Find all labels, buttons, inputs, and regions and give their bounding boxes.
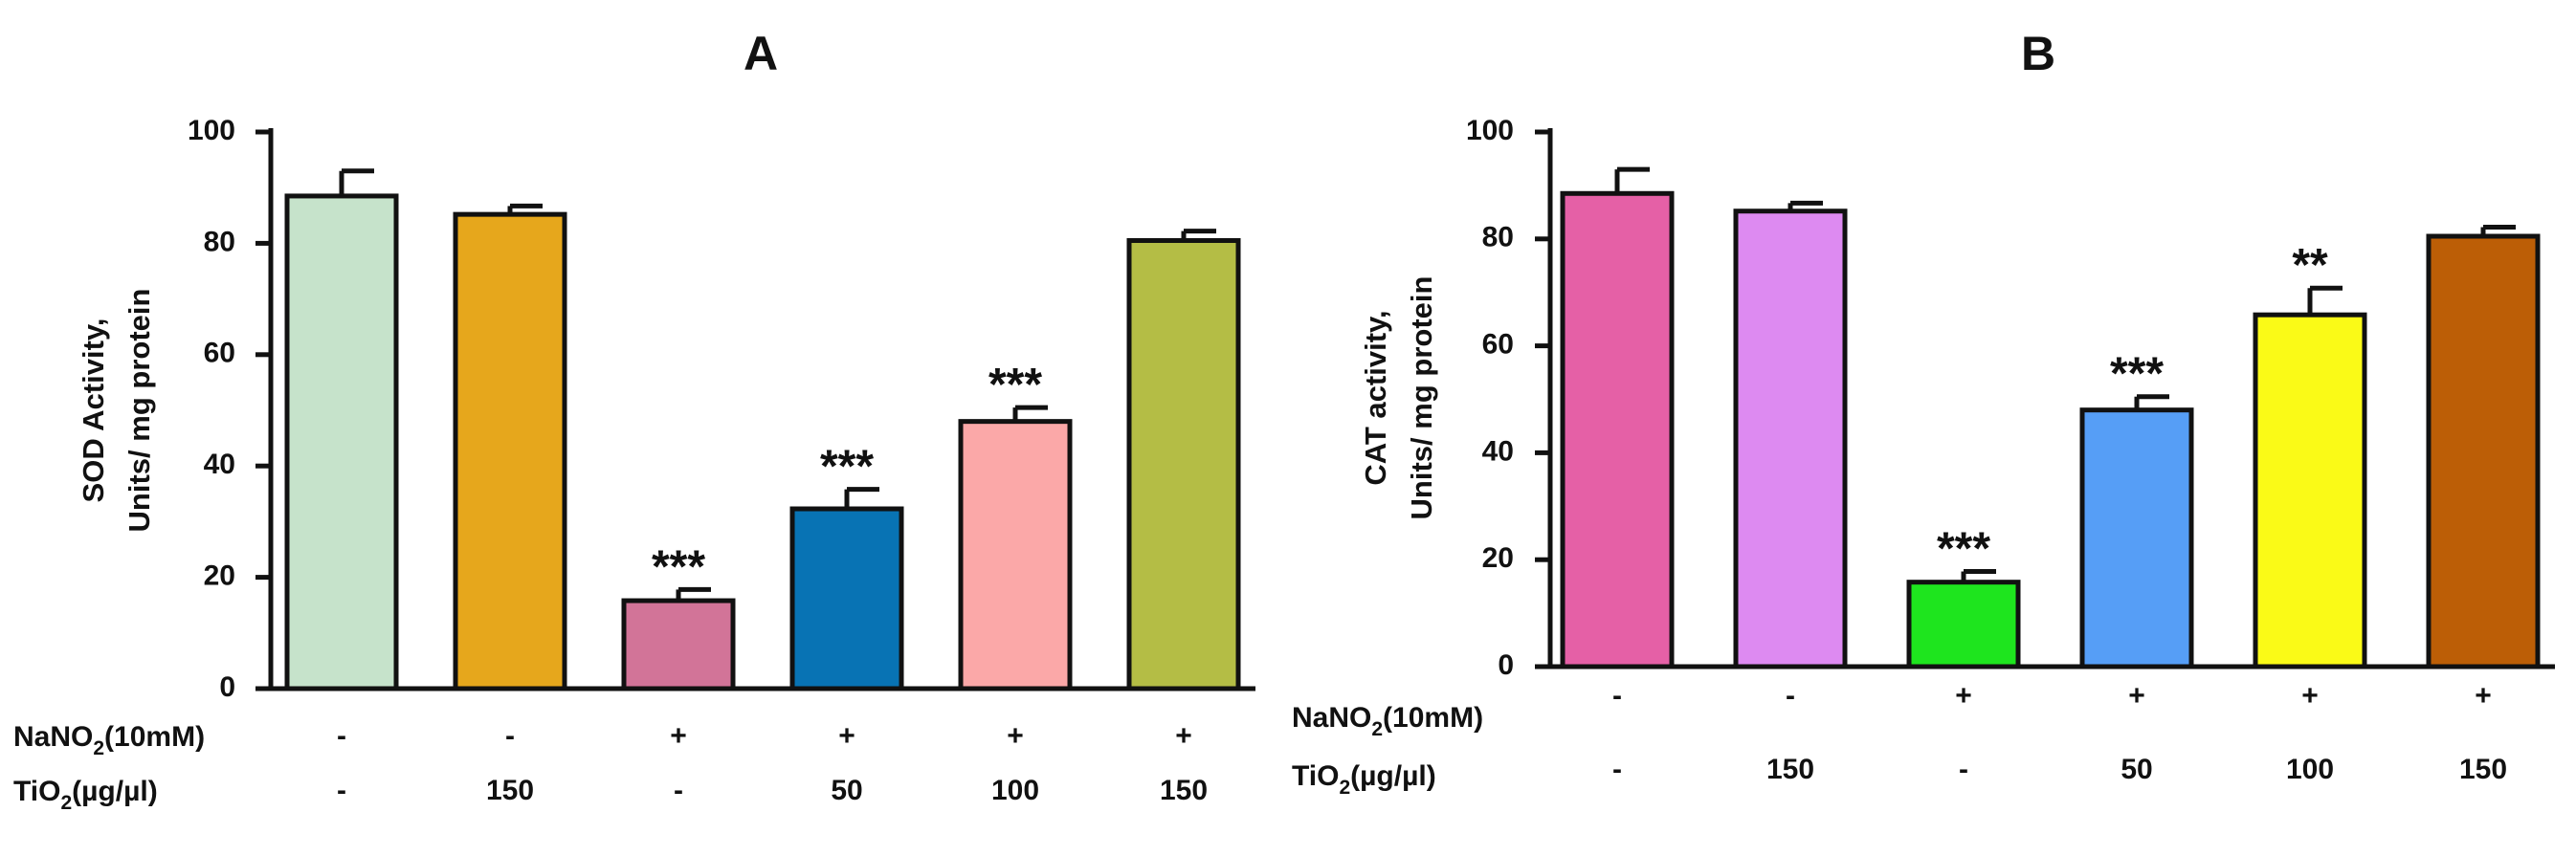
y-tick-label: 100 (188, 115, 235, 146)
y-tick-label: 40 (1482, 435, 1514, 467)
y-tick-label: 40 (204, 449, 235, 480)
treatment-value: - (1786, 680, 1795, 712)
treatment-value: + (670, 720, 687, 752)
treatment-row-label: TiO2(µg/µl) (1292, 760, 1436, 799)
chart-title: A (744, 27, 778, 80)
treatment-value: - (505, 720, 515, 752)
bar-2 (1733, 209, 1848, 669)
treatment-value: 50 (2121, 754, 2152, 785)
significance-label-4: *** (820, 442, 874, 493)
chart-panel-b: B CAT activity, Units/ mg protein 0 20 40 60 80… (1292, 27, 2555, 799)
significance-label-3: *** (1937, 523, 1990, 574)
treatment-row-label: TiO2(µg/µl) (13, 776, 158, 814)
y-tick-label: 20 (204, 560, 235, 592)
y-tick-label: 80 (204, 226, 235, 257)
significance-label-5: *** (988, 360, 1042, 410)
treatment-value: - (1959, 754, 1968, 785)
bar-4 (789, 506, 904, 691)
treatment-value: 150 (1160, 775, 1208, 806)
y-axis-label-line-2: Units/ mg protein (1405, 276, 1438, 520)
treatment-value: + (1175, 720, 1192, 752)
y-tick-label: 60 (204, 338, 235, 369)
y-tick-label: 20 (1482, 542, 1514, 574)
y-tick-label: 80 (1482, 222, 1514, 253)
bar-6 (1126, 237, 1241, 691)
bar-4 (2079, 407, 2194, 669)
treatment-value: + (838, 720, 855, 752)
bar-1 (1560, 190, 1675, 669)
significance-label-4: *** (2110, 349, 2164, 400)
treatment-value: 150 (486, 775, 534, 806)
treatment-value: - (1612, 680, 1622, 712)
treatment-value: - (337, 775, 346, 806)
y-tick-label: 60 (1482, 329, 1514, 361)
bar-5 (958, 419, 1073, 691)
treatment-value: 50 (831, 775, 862, 806)
bar-3 (1906, 580, 2021, 669)
treatment-value: 100 (991, 775, 1039, 806)
y-axis-label-line-1: CAT activity, (1359, 310, 1392, 485)
bar-6 (2426, 233, 2541, 669)
y-tick-label: 100 (1466, 115, 1514, 146)
significance-label-5: ** (2292, 240, 2328, 291)
bar-5 (2253, 312, 2367, 669)
treatment-value: 150 (2459, 754, 2507, 785)
treatment-row-label: NaNO2(10mM) (1292, 702, 1483, 740)
treatment-value: - (1612, 754, 1622, 785)
bar-2 (453, 211, 567, 691)
y-axis-label-line-1: SOD Activity, (77, 318, 110, 503)
treatment-value: + (1955, 680, 1972, 712)
treatment-value: - (674, 775, 683, 806)
treatment-value: + (2128, 680, 2145, 712)
treatment-value: 150 (1766, 754, 1814, 785)
treatment-value: + (2301, 680, 2319, 712)
significance-label-3: *** (652, 541, 705, 592)
treatment-value: + (1007, 720, 1024, 752)
chart-title: B (2021, 27, 2055, 80)
bar-3 (621, 598, 736, 691)
treatment-value: - (337, 720, 346, 752)
treatment-value: 100 (2286, 754, 2334, 785)
y-axis-label-line-2: Units/ mg protein (122, 289, 156, 533)
treatment-row-label: NaNO2(10mM) (13, 721, 205, 759)
chart-panel-a: A SOD Activity, Units/ mg protein 0 20 40 60 80… (13, 27, 1255, 814)
y-tick-label: 0 (1498, 649, 1514, 681)
y-tick-label: 0 (219, 671, 235, 703)
treatment-value: + (2475, 680, 2492, 712)
bar-1 (284, 193, 399, 691)
